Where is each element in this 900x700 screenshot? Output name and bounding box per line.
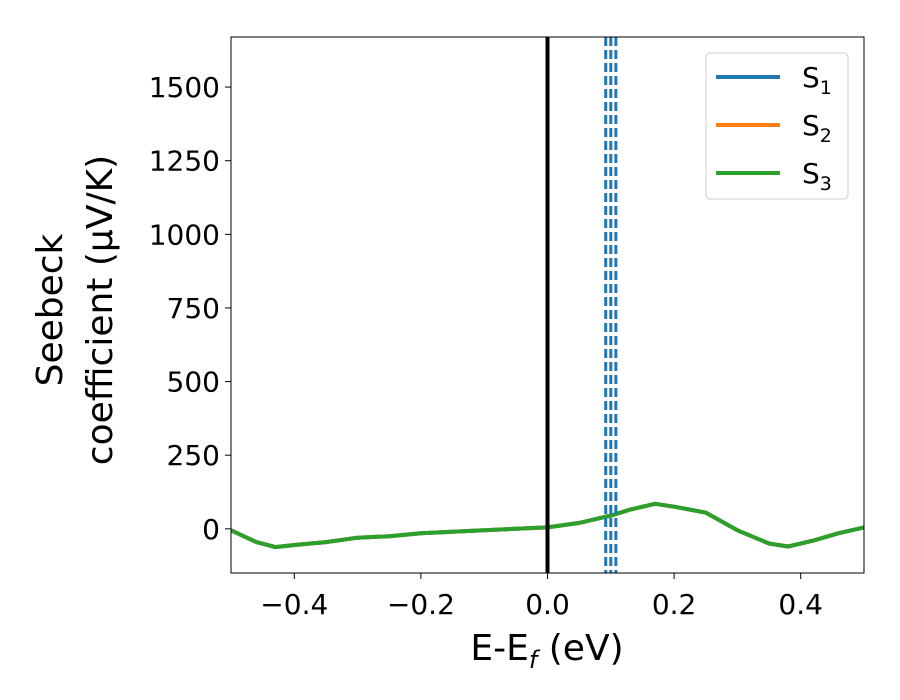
x-tick-label: −0.4 [260,588,328,621]
x-axis: −0.4 −0.2 0.0 0.2 0.4 [260,573,823,621]
y-axis: 0 250 500 750 1000 1250 1500 [149,71,231,546]
y-tick-label: 750 [167,292,220,325]
y-tick-label: 250 [167,439,220,472]
x-tick-label: −0.2 [387,588,455,621]
y-axis-label-line1: Seebeck [30,233,71,386]
legend: S1 S2 S3 [705,52,849,200]
x-tick-label: 0.4 [778,588,823,621]
x-axis-label: E-Ef (eV) [470,628,623,674]
y-axis-label: Seebeck coefficient (μV/K) [30,155,121,465]
series-line-s3 [231,501,864,550]
x-tick-label: 0.2 [652,588,697,621]
y-tick-label: 0 [202,513,220,546]
y-tick-label: 1000 [149,218,220,251]
legend-label-s2: S2 [802,109,832,147]
legend-label-s3: S3 [802,157,832,195]
legend-label-s1: S1 [802,61,832,99]
y-tick-label: 1250 [149,145,220,178]
y-tick-label: 500 [167,366,220,399]
x-tick-label: 0.0 [525,588,570,621]
y-axis-label-line2: coefficient (μV/K) [80,155,121,465]
y-tick-label: 1500 [149,71,220,104]
plot-area [231,37,864,573]
